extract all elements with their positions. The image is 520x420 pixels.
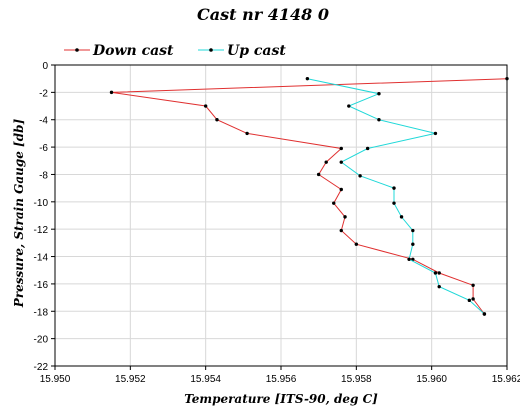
- data-point-up-cast: [392, 186, 396, 190]
- x-tick-label: 15.962: [492, 374, 520, 385]
- data-point-up-cast: [433, 131, 438, 136]
- y-tick-label: 0: [42, 61, 48, 72]
- y-tick-label: -10: [34, 198, 49, 209]
- data-point-up-cast: [437, 284, 441, 289]
- x-tick-label: 15.954: [190, 374, 221, 385]
- y-tick-label: -16: [34, 280, 49, 291]
- data-point-down-cast: [343, 215, 347, 219]
- data-point-down-cast: [471, 283, 475, 287]
- grid: [55, 65, 507, 366]
- data-point-up-cast: [392, 201, 396, 205]
- data-point-up-cast: [399, 215, 404, 219]
- series-layer: [109, 76, 509, 316]
- legend-marker-down: [75, 48, 79, 52]
- data-point-up-cast: [467, 298, 472, 303]
- data-point-down-cast: [109, 90, 114, 95]
- data-point-down-cast: [339, 187, 343, 192]
- y-tick-label: -2: [39, 88, 48, 99]
- series-line-down-cast: [111, 78, 508, 315]
- data-point-down-cast: [411, 257, 415, 261]
- data-point-down-cast: [332, 201, 336, 205]
- data-point-up-cast: [305, 76, 310, 81]
- data-point-up-cast: [407, 257, 411, 261]
- data-point-down-cast: [245, 131, 249, 136]
- data-point-up-cast: [339, 160, 343, 164]
- data-point-down-cast: [505, 76, 509, 81]
- data-point-up-cast: [358, 174, 362, 178]
- data-point-up-cast: [411, 242, 415, 246]
- data-point-down-cast: [339, 228, 343, 233]
- x-tick-label: 15.956: [266, 374, 297, 385]
- data-point-down-cast: [324, 160, 328, 164]
- series-line-up-cast: [307, 78, 485, 315]
- data-point-down-cast: [203, 104, 208, 108]
- legend-label-up: Up cast: [227, 43, 286, 59]
- data-point-up-cast: [347, 104, 351, 108]
- data-point-up-cast: [411, 228, 415, 233]
- y-tick-label: -18: [34, 307, 49, 318]
- axes: 15.950 15.952 15.954 15.956 15.958 15.960 15.9…: [34, 61, 520, 385]
- data-point-up-cast: [377, 92, 381, 96]
- y-tick-label: -6: [39, 143, 48, 154]
- data-point-up-cast: [482, 312, 487, 316]
- data-point-down-cast: [215, 118, 219, 122]
- legend-label-down: Down cast: [92, 43, 174, 59]
- x-tick-label: 15.960: [416, 374, 447, 385]
- y-tick-label: -12: [34, 225, 49, 236]
- x-tick-label: 15.958: [341, 374, 372, 385]
- y-tick-label: -14: [34, 253, 49, 264]
- y-tick-label: -4: [39, 116, 48, 127]
- chart-title: Cast nr 4148 0: [197, 5, 329, 24]
- legend: Down cast Up cast: [64, 43, 286, 59]
- data-point-up-cast: [377, 118, 381, 122]
- x-tick-label: 15.952: [115, 374, 146, 385]
- data-point-down-cast: [316, 172, 321, 177]
- y-tick-label: -22: [34, 362, 49, 373]
- data-point-down-cast: [339, 146, 343, 151]
- data-point-up-cast: [433, 271, 438, 275]
- data-point-down-cast: [471, 297, 475, 301]
- data-point-down-cast: [354, 242, 359, 246]
- x-axis-label: Temperature [ITS-90, deg C]: [184, 392, 378, 406]
- legend-marker-up: [209, 48, 213, 52]
- y-tick-label: -20: [34, 335, 49, 346]
- y-axis-label: Pressure, Strain Gauge [db]: [12, 118, 26, 308]
- data-point-up-cast: [365, 146, 370, 151]
- data-point-down-cast: [437, 271, 441, 275]
- x-tick-label: 15.950: [40, 374, 71, 385]
- y-tick-label: -8: [39, 170, 48, 181]
